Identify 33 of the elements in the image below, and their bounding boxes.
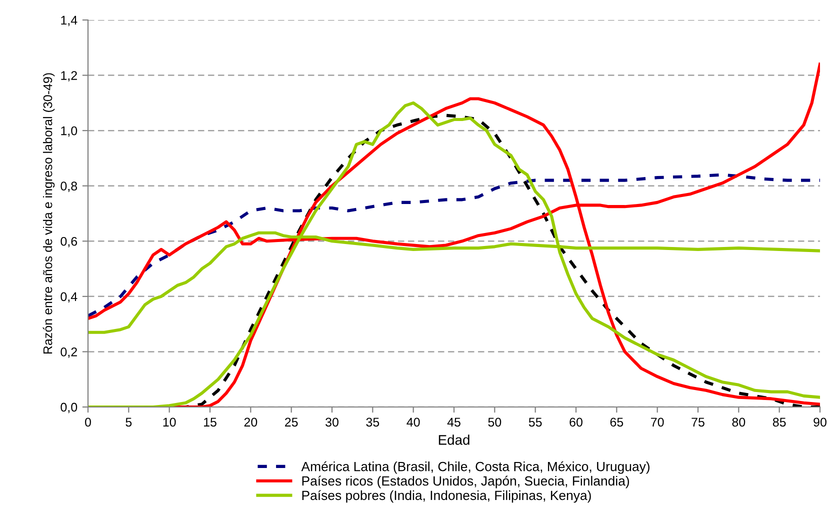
x-tick-label: 0 bbox=[85, 418, 91, 427]
legend-label: Países ricos (Estados Unidos, Japón, Suecia, Finlandia) bbox=[302, 476, 629, 488]
x-tick-label: 40 bbox=[406, 418, 420, 427]
line-series bbox=[88, 173, 820, 318]
x-tick-label: 55 bbox=[528, 418, 542, 427]
x-tick-label: 35 bbox=[366, 418, 380, 427]
x-tick-label: 60 bbox=[570, 418, 582, 427]
x-tick-label: 50 bbox=[488, 418, 502, 427]
x-tick-label: 80 bbox=[732, 418, 746, 427]
y-axis-title: Razón entre años de vida e ingreso laboral (30-49) bbox=[42, 73, 55, 354]
x-tick-label: 85 bbox=[772, 418, 786, 427]
y-tick-label: 0,8 bbox=[60, 182, 78, 192]
y-tick-label: 1,2 bbox=[61, 71, 77, 82]
x-tick-label: 70 bbox=[651, 418, 664, 427]
legend-label: Países pobres (India, Indonesia, Filipinas, Kenya) bbox=[302, 490, 591, 503]
y-tick-label: 0,2 bbox=[60, 348, 77, 358]
x-tick-label: 20 bbox=[244, 418, 258, 427]
y-tick-label: 0,6 bbox=[60, 236, 78, 248]
x-tick-label: 25 bbox=[285, 418, 298, 427]
x-tick-label: 10 bbox=[163, 418, 176, 427]
x-tick-label: 90 bbox=[814, 418, 826, 427]
x-tick-label: 75 bbox=[692, 418, 704, 427]
x-tick-label: 5 bbox=[126, 418, 132, 427]
x-tick-label: 45 bbox=[447, 418, 460, 427]
x-tick-label: 30 bbox=[326, 418, 338, 427]
x-tick-label: 65 bbox=[610, 418, 624, 427]
y-tick-label: 0,4 bbox=[60, 292, 78, 303]
x-tick-label: 15 bbox=[204, 418, 216, 427]
legend-label: América Latina (Brasil, Chile, Costa Rica, México, Uruguay) bbox=[301, 461, 650, 474]
x-axis-title: Edad bbox=[438, 434, 470, 445]
y-tick-label: 1,0 bbox=[61, 126, 78, 137]
y-tick-label: 1,4 bbox=[61, 16, 78, 26]
y-tick-label: 0,0 bbox=[60, 402, 78, 414]
